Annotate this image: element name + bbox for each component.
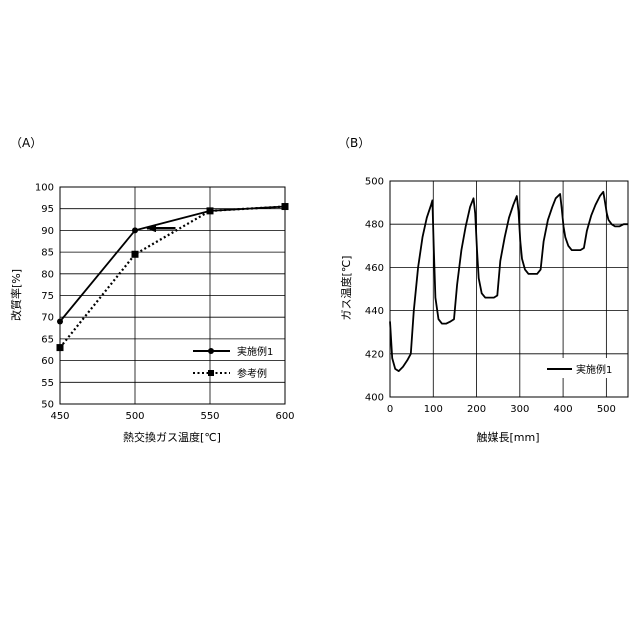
chart-a-series xyxy=(56,203,289,352)
chart-b-y-ticks: 400 420 440 460 480 500 xyxy=(365,177,384,404)
chart-a-y-ticks: 50 55 60 65 70 75 80 85 90 95 100 xyxy=(35,183,54,411)
chart-a-panel-label: （A） xyxy=(10,136,42,150)
chart-a-plot-frame xyxy=(59,186,286,405)
chart-a-legend-marker-series-2 xyxy=(208,370,214,376)
chart-b-y-tick-label: 460 xyxy=(365,263,384,274)
chart-b-x-tick-label: 100 xyxy=(424,404,443,415)
chart-a-legend-marker-series-1 xyxy=(208,348,214,354)
chart-a-x-tick-label: 450 xyxy=(50,411,69,422)
chart-a-legend-label-series-1: 実施例1 xyxy=(237,345,273,358)
chart-b-legend: 実施例1 xyxy=(540,358,626,378)
chart-a-y-tick-label: 65 xyxy=(41,334,54,345)
chart-b-y-axis-label: ガス温度[℃] xyxy=(339,256,353,321)
chart-a-y-tick-label: 85 xyxy=(41,248,54,259)
chart-a-series-1-point xyxy=(132,227,138,234)
chart-b-x-axis-label: 触媒長[mm] xyxy=(476,430,539,444)
chart-a-legend-label-series-2: 参考例 xyxy=(237,367,267,380)
chart-a-x-ticks: 450 500 550 600 xyxy=(50,411,294,422)
chart-a-y-tick-label: 75 xyxy=(41,291,54,302)
chart-b-panel-label: （B） xyxy=(338,136,370,150)
chart-b-y-tick-label: 500 xyxy=(365,177,384,188)
chart-a-series-1-point xyxy=(57,318,63,325)
chart-a: （A） 50 55 60 65 70 75 80 85 90 95 100 450 500 550 600… xyxy=(9,136,295,444)
chart-a-y-tick-label: 50 xyxy=(41,400,54,411)
chart-b-legend-box xyxy=(540,358,626,378)
chart-b-x-tick-label: 0 xyxy=(387,404,393,415)
chart-b-series-line-1 xyxy=(389,190,628,372)
chart-a-series-line-2 xyxy=(59,205,286,349)
chart-b-x-tick-label: 500 xyxy=(597,404,616,415)
chart-a-y-tick-label: 55 xyxy=(41,378,54,389)
chart-b-y-tick-label: 440 xyxy=(365,306,384,317)
chart-b-x-tick-label: 400 xyxy=(554,404,573,415)
chart-a-y-tick-label: 80 xyxy=(41,269,54,280)
chart-b-series xyxy=(389,190,628,372)
chart-a-x-tick-label: 600 xyxy=(275,411,294,422)
chart-a-series-2-point xyxy=(56,344,64,352)
chart-a-legend: 実施例1 参考例 xyxy=(193,345,273,380)
chart-b-legend-label-series-1: 実施例1 xyxy=(576,363,612,376)
chart-a-y-tick-label: 95 xyxy=(41,204,54,215)
chart-b-x-tick-label: 200 xyxy=(467,404,486,415)
chart-b-x-ticks: 0 100 200 300 400 500 xyxy=(387,404,616,415)
chart-a-x-tick-label: 550 xyxy=(200,411,219,422)
chart-a-series-2-point xyxy=(281,203,289,211)
chart-b-y-tick-label: 420 xyxy=(365,349,384,360)
chart-a-y-tick-label: 100 xyxy=(35,183,54,194)
chart-b-x-tick-label: 300 xyxy=(510,404,529,415)
chart-a-y-tick-label: 70 xyxy=(41,313,54,324)
chart-b-plot-frame xyxy=(389,180,629,398)
chart-a-y-axis-label: 改質率[%] xyxy=(9,269,23,321)
chart-b-y-tick-label: 400 xyxy=(365,393,384,404)
chart-b-y-tick-label: 480 xyxy=(365,220,384,231)
chart-a-y-tick-label: 90 xyxy=(41,226,54,237)
chart-a-series-2-point xyxy=(206,207,214,215)
chart-a-x-tick-label: 500 xyxy=(125,411,144,422)
chart-a-y-tick-label: 60 xyxy=(41,356,54,367)
chart-a-series-2-point xyxy=(131,250,139,258)
chart-a-x-axis-label: 熱交換ガス温度[℃] xyxy=(123,430,221,444)
